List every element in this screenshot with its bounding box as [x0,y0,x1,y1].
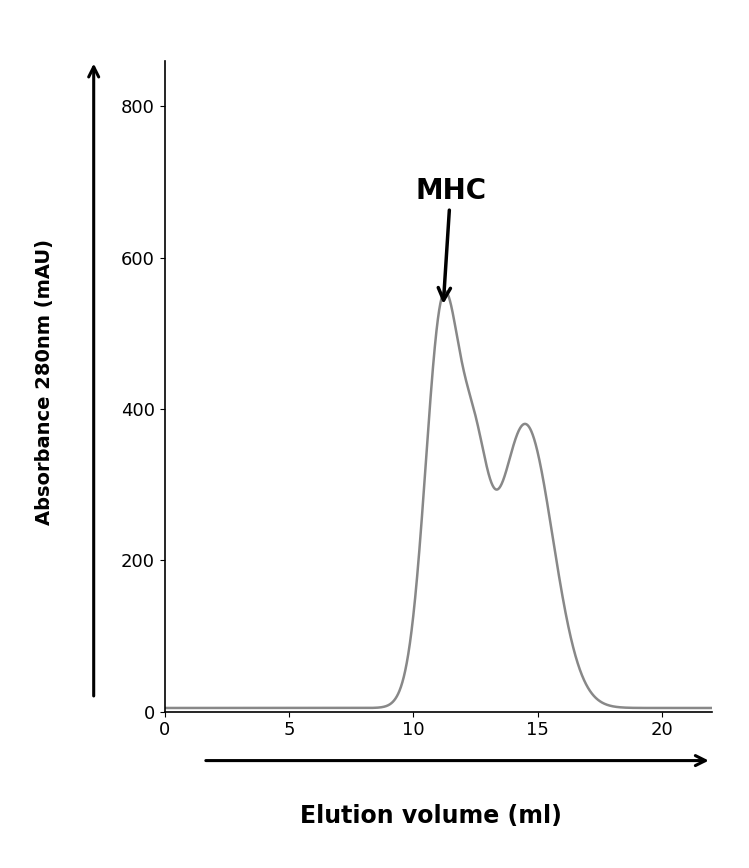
Text: Elution volume (ml): Elution volume (ml) [300,804,562,828]
Text: Absorbance 280nm (mAU): Absorbance 280nm (mAU) [35,239,55,525]
Text: MHC: MHC [415,176,486,300]
